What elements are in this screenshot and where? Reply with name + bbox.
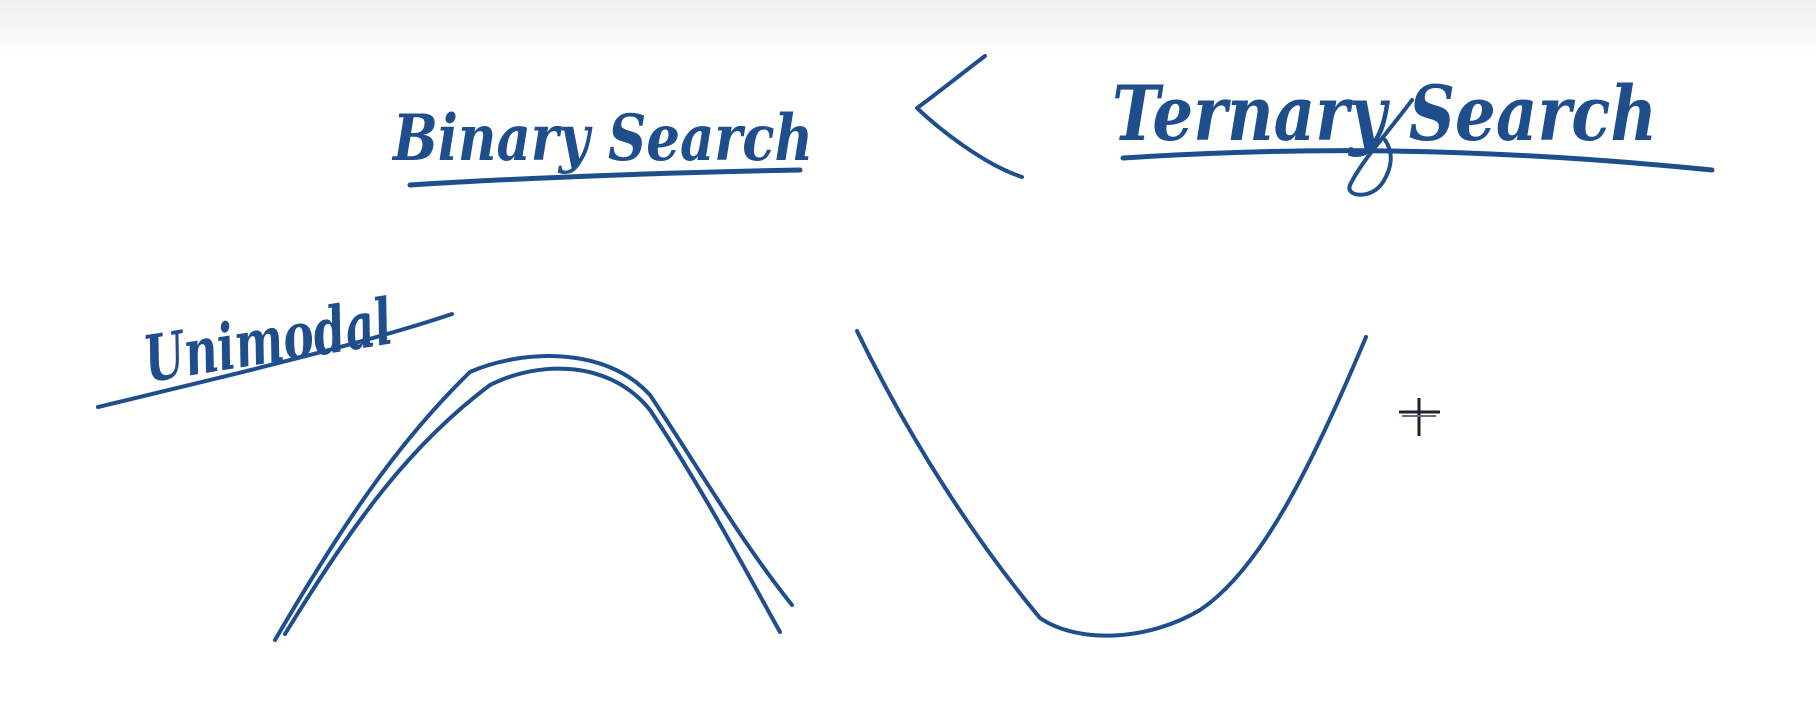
right-heading-underline bbox=[1120, 148, 1715, 173]
left-heading: Binary Search bbox=[391, 101, 813, 188]
toolbar-strip bbox=[0, 0, 1816, 54]
valley-curve bbox=[855, 329, 1368, 638]
crosshair-cursor-icon bbox=[1399, 398, 1440, 436]
side-label-underline bbox=[96, 312, 454, 409]
right-heading-descender bbox=[1347, 98, 1414, 197]
hill-curve bbox=[273, 354, 794, 642]
less-than-symbol bbox=[915, 54, 1024, 179]
right-heading-text: Ternary Search bbox=[1112, 69, 1657, 158]
side-label: Unimodal bbox=[96, 285, 454, 409]
right-heading: Ternary Search bbox=[1112, 69, 1715, 197]
relation-symbol-text: < bbox=[0, 0, 1, 1]
left-heading-text: Binary Search bbox=[391, 101, 813, 176]
left-heading-underline bbox=[407, 167, 803, 188]
